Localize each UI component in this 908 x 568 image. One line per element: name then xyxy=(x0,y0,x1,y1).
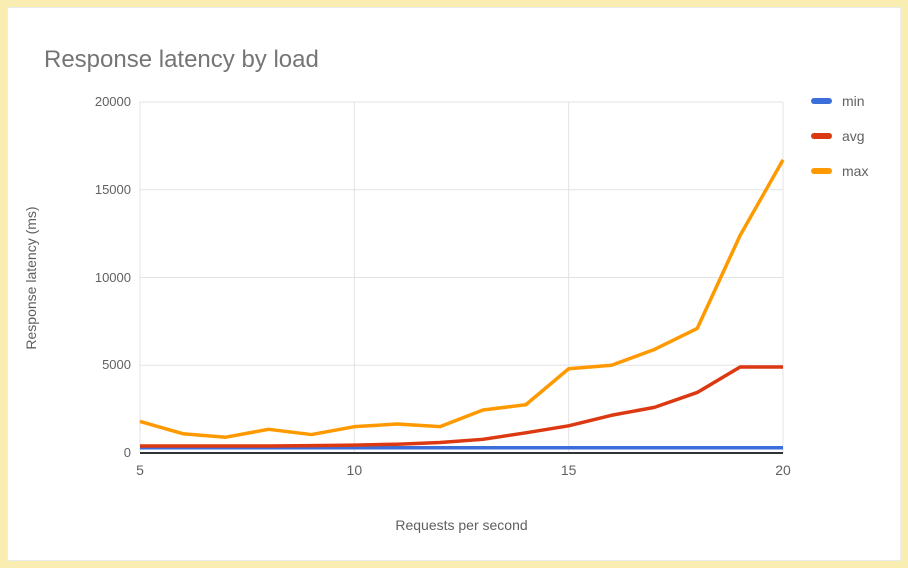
legend-item-avg[interactable]: avg xyxy=(811,127,868,145)
y-tick-label: 10000 xyxy=(94,269,131,285)
y-tick-label: 15000 xyxy=(94,181,131,197)
legend-item-max[interactable]: max xyxy=(811,162,868,180)
x-tick-label: 20 xyxy=(775,462,791,478)
legend-swatch-max xyxy=(811,168,832,174)
legend-label: max xyxy=(842,163,869,179)
y-tick-label: 0 xyxy=(123,445,131,460)
series-line-avg[interactable] xyxy=(140,365,783,448)
x-axis-title: Requests per second xyxy=(395,517,528,533)
legend-item-min[interactable]: min xyxy=(811,92,868,110)
y-tick-label: 20000 xyxy=(94,94,131,109)
x-tick-label: 15 xyxy=(560,462,577,478)
chart-card[interactable]: Response latency by load xyxy=(7,7,901,561)
chart-legend: min avg max xyxy=(811,92,868,197)
y-axis-title: Response latency (ms) xyxy=(23,206,39,350)
x-tick-label: 5 xyxy=(136,462,144,478)
x-tick-label: 10 xyxy=(346,462,363,478)
legend-swatch-min xyxy=(811,98,832,104)
legend-label: min xyxy=(842,93,865,109)
legend-swatch-avg xyxy=(811,133,832,139)
y-tick-label: 5000 xyxy=(102,357,131,373)
series-line-max[interactable] xyxy=(139,159,785,439)
chart-title: Response latency by load xyxy=(44,46,319,73)
legend-label: avg xyxy=(842,128,865,144)
